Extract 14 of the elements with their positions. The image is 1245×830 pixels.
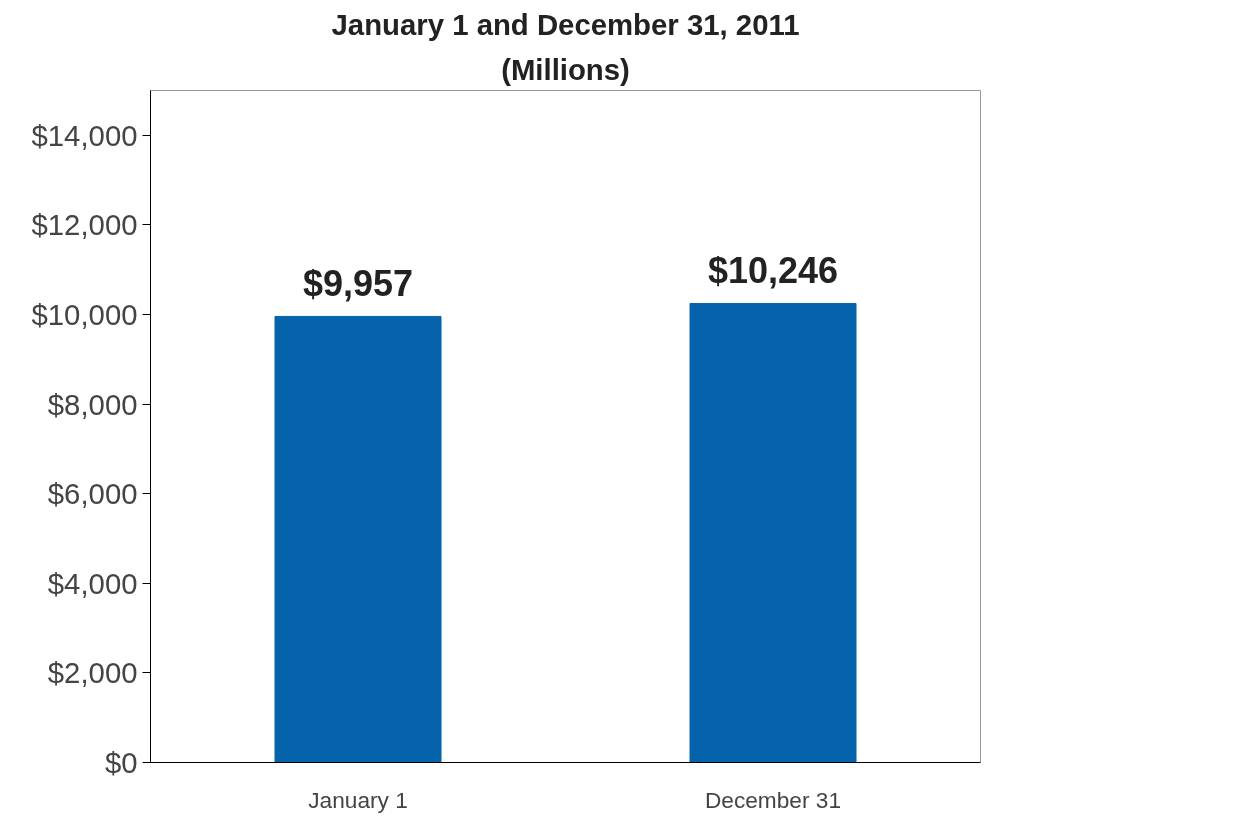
data-label: $9,957 bbox=[302, 263, 414, 305]
chart-title: January 1 and December 31, 2011 bbox=[331, 7, 800, 41]
y-tick-label: $12,000 bbox=[31, 208, 138, 242]
y-tick-label: $4,000 bbox=[47, 566, 138, 600]
data-label: $10,246 bbox=[707, 250, 839, 292]
y-tick-label: $2,000 bbox=[47, 656, 138, 690]
y-tick-label: $0 bbox=[104, 746, 138, 779]
y-tick-label: $14,000 bbox=[31, 118, 138, 152]
chart-subtitle: (Millions) bbox=[501, 52, 630, 86]
y-tick-label: $6,000 bbox=[47, 477, 138, 511]
x-tick-label: January 1 bbox=[308, 786, 408, 813]
x-tick-label: December 31 bbox=[705, 786, 842, 813]
y-tick-label: $8,000 bbox=[47, 387, 138, 421]
y-tick-label: $10,000 bbox=[31, 298, 138, 331]
